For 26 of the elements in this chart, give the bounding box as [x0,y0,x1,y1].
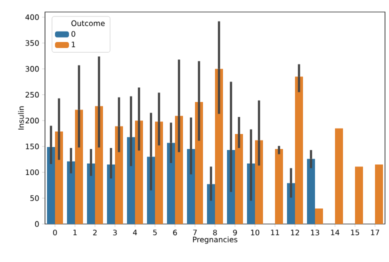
bar [167,142,175,224]
bar [115,126,123,224]
bar [315,208,324,224]
bar [87,164,95,224]
bar [67,161,75,224]
bar [275,149,284,224]
bar [235,134,243,224]
bar [287,183,296,224]
bar [55,131,63,224]
bar [155,122,163,224]
bar [355,166,364,224]
bar [135,120,143,224]
bar [215,68,223,224]
bar [175,116,183,224]
bar [307,158,316,224]
bar [47,146,55,224]
bar [187,149,195,224]
bar [335,128,344,224]
bar [375,164,384,224]
bar [75,110,83,224]
bar [127,137,135,224]
bar [95,106,103,224]
bar [255,140,263,224]
bar [195,102,203,224]
bar [107,164,115,224]
bar [295,76,304,224]
